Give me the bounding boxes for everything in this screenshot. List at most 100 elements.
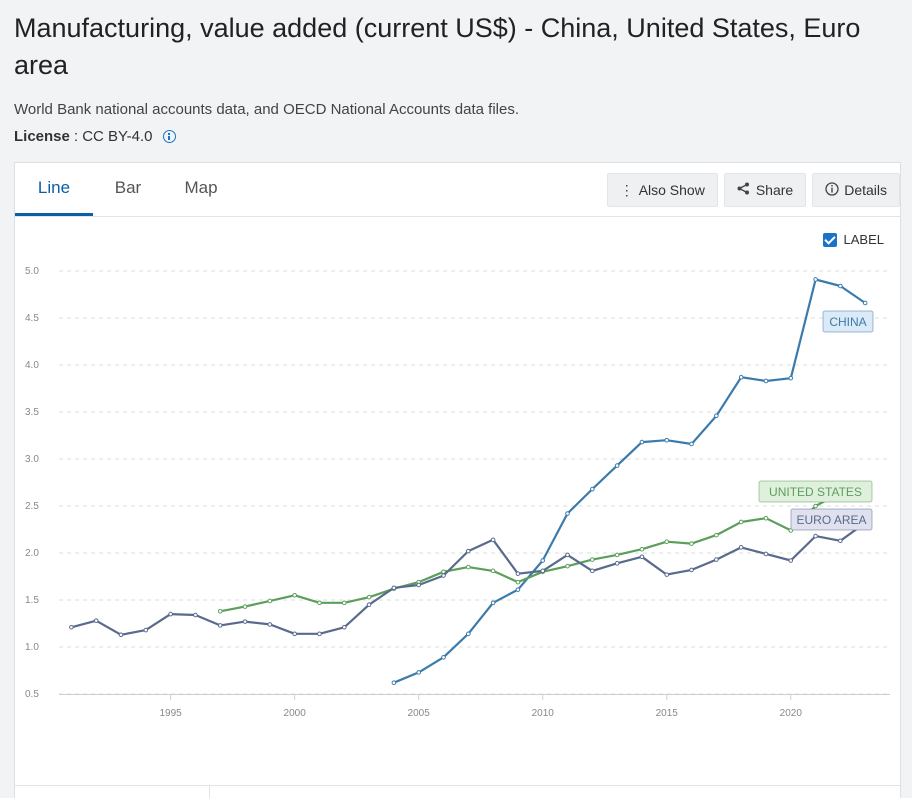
share-button[interactable]: Share (723, 173, 807, 207)
share-label: Share (755, 182, 794, 198)
data-point (664, 437, 670, 443)
data-point (614, 561, 620, 566)
tab-bar[interactable]: Bar (114, 178, 142, 197)
y-tick-label: 2.0 (25, 548, 39, 559)
y-tick-label: 3.0 (25, 454, 39, 465)
data-point (391, 585, 397, 591)
data-point (714, 413, 719, 419)
tab-map[interactable]: Map (184, 178, 218, 197)
label-checkbox[interactable] (822, 232, 837, 247)
series-label-text: EURO AREA (796, 513, 866, 527)
chart-actions: ⋮ Also Show Share Details (606, 173, 900, 207)
data-point (168, 611, 173, 617)
data-point (738, 519, 744, 525)
y-tick-label: 5.0 (25, 266, 39, 277)
data-point (714, 557, 719, 562)
data-point (490, 568, 496, 574)
series-label-box (790, 508, 873, 531)
more-vertical-icon: ⋮ (619, 181, 634, 198)
data-point (565, 563, 570, 569)
license: License : CC BY-4.0 (14, 128, 176, 145)
data-point (490, 537, 496, 543)
license-value: : CC BY-4.0 (73, 128, 153, 145)
data-point (590, 568, 595, 574)
data-point (788, 558, 794, 563)
info-icon[interactable] (162, 130, 176, 143)
series-line-united-states (219, 491, 841, 613)
data-point (143, 627, 149, 633)
details-button[interactable]: Details (812, 173, 900, 207)
x-tick-label: 2010 (532, 708, 555, 719)
data-point (465, 548, 471, 554)
tab-line[interactable]: Line (15, 163, 93, 216)
data-point (217, 608, 223, 614)
data-point (242, 604, 248, 609)
data-point (441, 655, 446, 660)
data-point (317, 631, 322, 637)
x-tick-label: 2005 (408, 708, 431, 719)
series-label-box (822, 310, 874, 333)
series-label-china: CHINA (822, 310, 874, 333)
data-point (689, 441, 694, 447)
x-tick-label: 1995 (160, 708, 183, 719)
data-point (763, 378, 769, 384)
data-point (93, 618, 99, 623)
label-toggle[interactable]: LABEL (822, 232, 884, 247)
label-toggle-text: LABEL (843, 232, 884, 247)
series-line-china (393, 278, 866, 684)
data-point (565, 552, 570, 558)
info-circle-icon (825, 181, 839, 199)
data-point (317, 600, 322, 606)
line-chart: 0.5 1.0 1.5 2.0 2.5 3.0 3.5 4.0 4.5 5.0 1995 2000 20… (25, 266, 890, 719)
data-point (738, 374, 744, 380)
also-show-button[interactable]: ⋮ Also Show (606, 173, 718, 207)
series-label-united-states: UNITED STATES (758, 480, 873, 503)
series-label-text: CHINA (829, 315, 866, 329)
y-tick-label: 1.0 (25, 642, 39, 653)
data-point (763, 551, 769, 557)
data-point (714, 532, 719, 538)
data-point (515, 587, 521, 592)
y-tick-label: 3.5 (25, 407, 39, 418)
series-label-text: UNITED STATES (769, 485, 862, 499)
data-point (838, 283, 843, 289)
data-point (590, 486, 595, 492)
data-point (341, 600, 347, 606)
footer-divider (15, 785, 900, 786)
y-tick-label: 1.5 (25, 595, 39, 606)
x-tick-label: 2000 (284, 708, 307, 719)
data-point (217, 623, 223, 628)
data-point (465, 564, 471, 570)
data-point (267, 598, 273, 604)
data-point (813, 533, 818, 539)
data-point (664, 539, 670, 545)
data-point (664, 572, 670, 577)
data-point (515, 571, 521, 576)
share-icon (737, 182, 749, 198)
footer-column-divider (209, 785, 210, 798)
data-point (813, 503, 818, 509)
details-label: Details (844, 182, 887, 198)
x-tick-label: 2020 (780, 708, 803, 719)
data-point (540, 568, 546, 574)
data-point (738, 545, 744, 550)
data-point (69, 624, 74, 630)
data-point (292, 593, 297, 598)
data-point (813, 277, 818, 282)
y-tick-label: 2.5 (25, 501, 39, 512)
data-point (267, 622, 273, 627)
page-title: Manufacturing, value added (current US$)… (14, 13, 861, 80)
data-point (416, 670, 421, 675)
data-point (366, 602, 372, 608)
data-point (540, 558, 546, 563)
license-label: License (14, 128, 70, 145)
data-point (788, 375, 794, 381)
data-point (391, 680, 397, 686)
data-point (242, 619, 248, 624)
x-tick-label: 2015 (656, 708, 679, 719)
data-point (689, 541, 694, 546)
data-point (193, 612, 198, 618)
data-point (490, 600, 496, 606)
also-show-label: Also Show (638, 182, 705, 198)
